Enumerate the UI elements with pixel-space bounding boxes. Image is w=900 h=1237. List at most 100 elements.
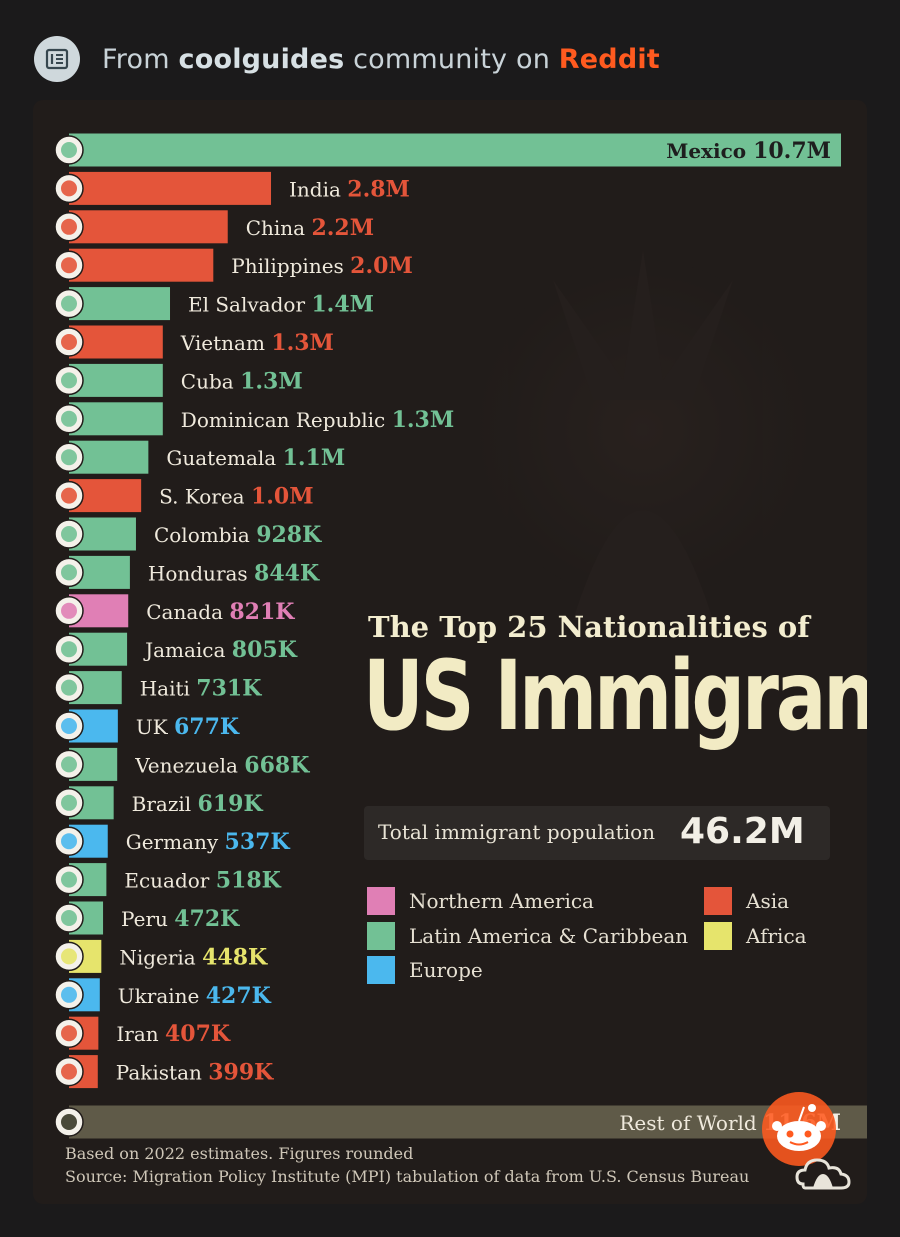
flag-icon-ukraine: [54, 980, 84, 1010]
country-value: 448K: [202, 944, 268, 970]
flag-icon-vietnam: [54, 327, 84, 357]
source-header[interactable]: From coolguides community on Reddit: [34, 36, 660, 82]
legend-label: Asia: [746, 889, 790, 913]
bar-china: [69, 210, 228, 244]
bar-label-honduras: Honduras 844K: [148, 560, 320, 586]
bar-label-vietnam: Vietnam 1.3M: [180, 330, 334, 356]
legend-item-northern-america: Northern America: [367, 887, 594, 915]
country-name: S. Korea: [159, 485, 251, 509]
country-value: 518K: [216, 868, 282, 894]
flag-emblem: [61, 180, 77, 197]
country-name: Nigeria: [119, 945, 202, 969]
bar-label-mexico: Mexico 10.7M: [666, 138, 831, 164]
chart-title-line2: US Immigrants: [363, 640, 867, 752]
flag-emblem: [61, 257, 77, 274]
community-name[interactable]: coolguides: [178, 43, 345, 75]
flag-icon-nigeria: [54, 941, 84, 972]
legend-swatch: [704, 887, 732, 915]
flag-icon-peru: [54, 903, 84, 933]
flag-emblem: [61, 295, 77, 312]
country-value: 427K: [206, 983, 272, 1009]
country-value: 1.3M: [392, 407, 455, 433]
country-value: 928K: [256, 522, 322, 548]
legend-label: Latin America & Caribbean: [409, 924, 689, 948]
flag-icon-haiti: [54, 672, 84, 703]
country-name: Honduras: [148, 561, 254, 585]
footnote-estimates: Based on 2022 estimates. Figures rounded: [65, 1144, 414, 1163]
country-value: 2.8M: [347, 176, 410, 202]
country-value: 1.0M: [251, 484, 314, 510]
legend-item-europe: Europe: [367, 956, 483, 984]
total-population-box: Total immigrant population 46.2M: [364, 806, 830, 860]
bar-label-el-salvador: El Salvador 1.4M: [188, 292, 374, 318]
site-name[interactable]: Reddit: [558, 43, 660, 75]
flag-icon-honduras: [54, 557, 84, 588]
legend-label: Africa: [746, 924, 807, 948]
country-name: Guatemala: [166, 446, 282, 470]
flag-emblem: [61, 948, 77, 965]
flag-emblem: [61, 142, 77, 158]
bar-dominican-republic: [69, 402, 163, 436]
bar-label-venezuela: Venezuela 668K: [134, 752, 310, 778]
source-prefix: From: [102, 43, 179, 75]
country-value: 1.3M: [271, 330, 334, 356]
country-name: Pakistan: [116, 1061, 208, 1085]
country-value: 844K: [254, 560, 320, 586]
bar-rest-of-world: [69, 1105, 867, 1139]
bar-india: [69, 171, 272, 205]
bar-label-peru: Peru 472K: [121, 906, 240, 932]
legend-item-asia: Asia: [704, 887, 789, 915]
reddit-logo-icon: [762, 1092, 836, 1166]
flag-emblem: [61, 372, 77, 389]
flag-icon-brazil: [54, 788, 84, 818]
country-name: Canada: [146, 600, 229, 624]
country-value: 407K: [165, 1021, 231, 1047]
bar-label-uk: UK 677K: [136, 714, 240, 740]
bar-chart: Mexico 10.7M India 2.8M China 2.2M Philippi…: [54, 133, 867, 1139]
country-name: Peru: [121, 907, 174, 931]
legend-swatch: [704, 922, 732, 950]
flag-icon-cuba: [54, 365, 84, 396]
flag-icon-germany: [54, 826, 84, 856]
total-population-label: Total immigrant population: [378, 820, 656, 844]
legend-label: Europe: [409, 958, 483, 982]
country-name: El Salvador: [188, 293, 311, 317]
flag-emblem: [61, 833, 77, 850]
legend-swatch: [367, 922, 395, 950]
flag-emblem: [61, 910, 77, 926]
flag-emblem: [61, 602, 77, 619]
legend-swatch: [367, 956, 395, 984]
flag-emblem: [61, 449, 77, 466]
flag-icon-venezuela: [54, 749, 84, 780]
flag-icon-iran: [54, 1018, 84, 1048]
bar-label-india: India 2.8M: [289, 176, 410, 202]
flag-emblem: [61, 871, 77, 888]
infographic-panel: Mexico 10.7M India 2.8M China 2.2M Philippi…: [33, 100, 867, 1204]
legend-item-latin-america: Latin America & Caribbean: [367, 922, 688, 950]
country-name: Vietnam: [180, 331, 271, 355]
legend-swatch: [367, 887, 395, 915]
flag-icon-philippines: [54, 250, 84, 280]
bar-label-jamaica: Jamaica 805K: [143, 637, 298, 663]
country-value: 731K: [196, 676, 262, 702]
country-value: 1.4M: [311, 292, 374, 318]
country-name: Germany: [126, 830, 225, 854]
flag-icon-mexico: [54, 135, 84, 165]
country-value: 2.2M: [311, 215, 374, 241]
bar-label-guatemala: Guatemala 1.1M: [166, 445, 345, 471]
country-value: 399K: [208, 1060, 274, 1086]
bar-vietnam: [69, 325, 163, 359]
flag-emblem: [61, 986, 77, 1003]
flag-icon-uk: [54, 711, 84, 741]
bar-label-china: China 2.2M: [246, 215, 374, 241]
country-value: 677K: [174, 714, 240, 740]
source-text: From coolguides community on Reddit: [102, 44, 660, 75]
bar-el-salvador: [69, 287, 171, 321]
flag-emblem: [61, 410, 77, 427]
country-value: 805K: [232, 637, 298, 663]
country-value: 668K: [244, 752, 310, 778]
globe-icon-land: [61, 1114, 77, 1130]
flag-emblem: [61, 679, 77, 696]
country-value: 2.0M: [350, 253, 413, 279]
